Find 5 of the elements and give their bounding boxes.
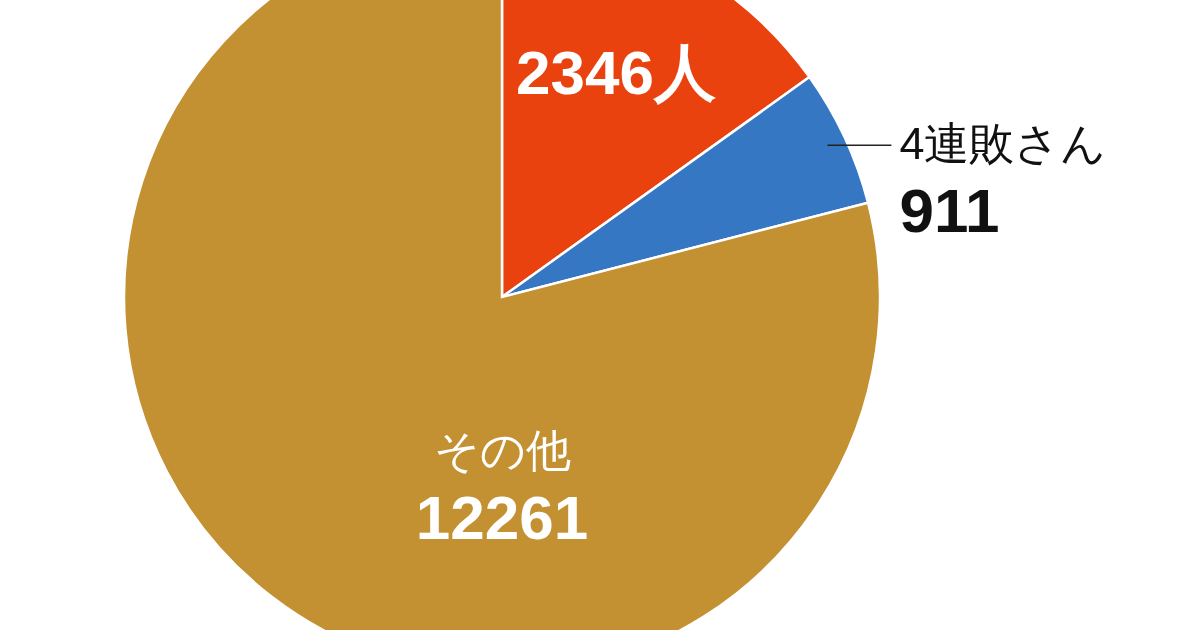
data-label: 2346人 bbox=[516, 38, 717, 108]
data-label: 12261 bbox=[415, 483, 589, 552]
data-label: 911 bbox=[899, 176, 1000, 246]
slice-label: 4連敗さん bbox=[899, 118, 1107, 170]
slice-label: その他 bbox=[433, 425, 571, 476]
